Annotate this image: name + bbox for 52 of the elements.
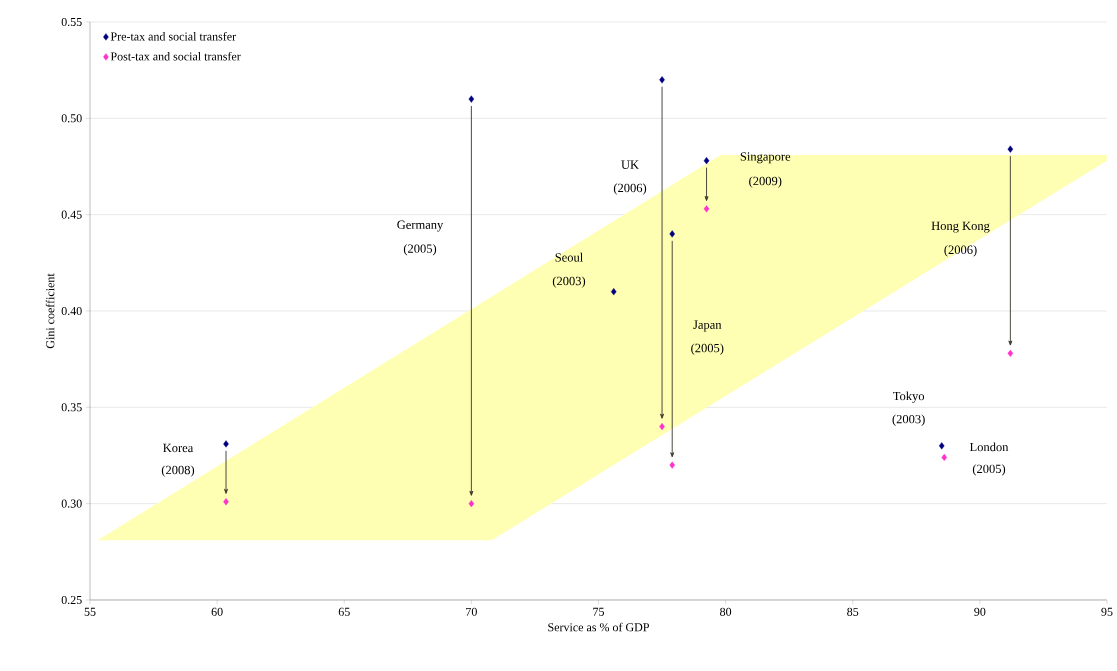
point bbox=[703, 157, 710, 165]
point bbox=[468, 95, 475, 103]
point bbox=[468, 500, 475, 508]
x-tick-label: 55 bbox=[84, 607, 96, 616]
annotation: Japan bbox=[693, 320, 722, 332]
point bbox=[938, 442, 945, 450]
annotation: London bbox=[969, 442, 1009, 452]
legend-label: Pre-tax and social transfer bbox=[110, 31, 236, 41]
annotation: Hong Kong bbox=[931, 221, 990, 233]
annotation: UK bbox=[621, 160, 639, 169]
y-tick-label: 0.40 bbox=[61, 306, 82, 316]
point bbox=[1007, 145, 1014, 153]
annotation: Korea bbox=[163, 443, 194, 453]
y-tick-label: 0.55 bbox=[61, 17, 82, 27]
annotation: Seoul bbox=[555, 252, 583, 262]
point bbox=[610, 288, 617, 296]
annotation: (2009) bbox=[749, 176, 782, 188]
y-tick-label: 0.30 bbox=[61, 499, 82, 508]
y-tick-label: 0.35 bbox=[61, 403, 82, 412]
x-tick-label: 75 bbox=[593, 607, 605, 616]
annotation: (2006) bbox=[613, 183, 647, 195]
x-axis-title: Service as % of GDP bbox=[548, 622, 649, 632]
x-tick-label: 60 bbox=[211, 607, 223, 616]
point bbox=[223, 440, 229, 448]
annotation: Singapore bbox=[740, 152, 791, 164]
y-tick-label: 0.50 bbox=[61, 114, 82, 123]
annotation: (2008) bbox=[161, 465, 195, 477]
annotation: (2005) bbox=[972, 464, 1006, 476]
x-tick-label: 80 bbox=[720, 607, 732, 616]
point bbox=[941, 453, 948, 462]
x-tick-label: 65 bbox=[338, 607, 350, 616]
annotation: (2003) bbox=[892, 414, 925, 426]
point bbox=[223, 498, 229, 506]
annotation: (2005) bbox=[691, 343, 724, 355]
x-tick-label: 95 bbox=[1101, 607, 1113, 616]
y-tick-label: 0.25 bbox=[61, 595, 82, 605]
x-tick-label: 90 bbox=[974, 607, 986, 616]
y-axis-title: Gini coefficient bbox=[45, 273, 55, 349]
point bbox=[703, 205, 710, 213]
y-tick-label: 0.45 bbox=[61, 210, 82, 219]
annotation: (2005) bbox=[403, 244, 437, 256]
x-tick-label: 70 bbox=[466, 607, 477, 616]
point bbox=[659, 76, 665, 84]
legend-label: Post-tax and social transfer bbox=[110, 51, 241, 61]
point bbox=[669, 230, 675, 238]
annotation: (2006) bbox=[944, 245, 977, 257]
point bbox=[669, 461, 675, 469]
annotation: (2003) bbox=[552, 276, 586, 288]
point bbox=[1007, 349, 1014, 357]
x-tick-label: 85 bbox=[847, 607, 859, 616]
annotation: Germany bbox=[397, 220, 444, 232]
annotation: Tokyo bbox=[892, 391, 925, 403]
